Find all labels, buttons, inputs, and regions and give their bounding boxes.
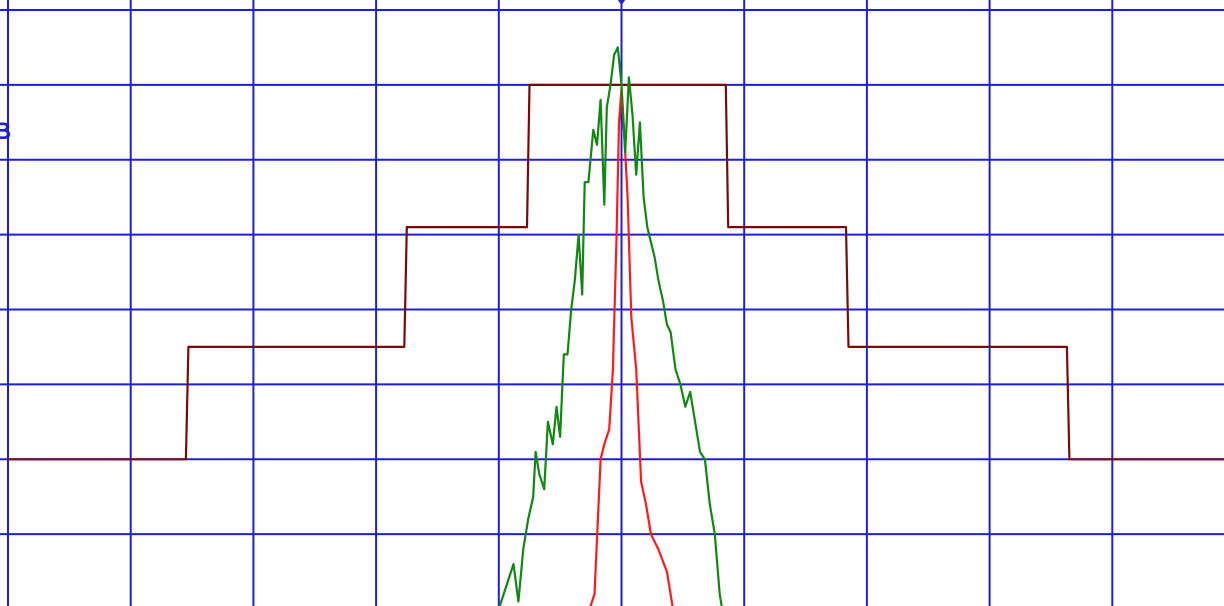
- peak-marker-diamond: [617, 0, 626, 6]
- series-trace-wide: [498, 46, 723, 606]
- chart-markers: [617, 0, 626, 6]
- series-trace-narrow: [589, 87, 674, 606]
- edge-partial-label: B: [0, 118, 12, 145]
- chart-traces: [8, 46, 1224, 606]
